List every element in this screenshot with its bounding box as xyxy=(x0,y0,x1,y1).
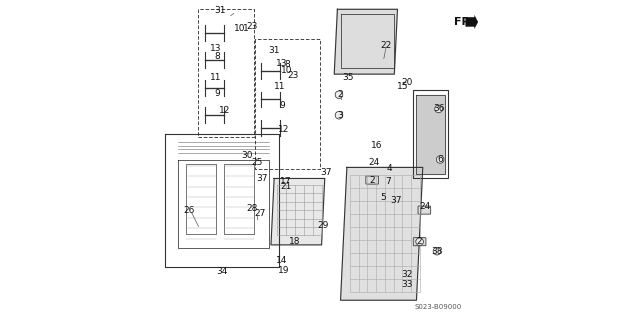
FancyArrow shape xyxy=(465,15,478,29)
Text: 21: 21 xyxy=(280,182,292,191)
Text: 9: 9 xyxy=(279,101,285,110)
Polygon shape xyxy=(271,178,324,245)
Bar xyxy=(186,164,216,234)
Text: 31: 31 xyxy=(268,46,280,55)
Text: 22: 22 xyxy=(381,41,392,50)
Text: 8: 8 xyxy=(214,52,220,61)
Text: 12: 12 xyxy=(220,106,231,115)
Circle shape xyxy=(435,105,442,113)
Text: 9: 9 xyxy=(214,89,220,98)
Circle shape xyxy=(335,111,343,119)
Text: 20: 20 xyxy=(401,78,413,86)
Text: 36: 36 xyxy=(433,104,444,113)
Text: 34: 34 xyxy=(216,267,228,276)
Text: 31: 31 xyxy=(214,6,226,15)
Text: 23: 23 xyxy=(246,22,258,31)
Text: 18: 18 xyxy=(289,237,300,246)
Text: 35: 35 xyxy=(342,73,354,82)
Text: 26: 26 xyxy=(183,206,195,215)
FancyBboxPatch shape xyxy=(366,176,378,184)
FancyBboxPatch shape xyxy=(418,206,431,214)
Text: 27: 27 xyxy=(254,209,266,218)
Text: 28: 28 xyxy=(246,204,258,213)
Text: FR.: FR. xyxy=(454,17,475,27)
Text: 6: 6 xyxy=(437,155,443,164)
Text: 2: 2 xyxy=(417,237,422,246)
Bar xyxy=(413,90,448,178)
Text: 16: 16 xyxy=(371,141,383,150)
Text: 8: 8 xyxy=(284,60,290,69)
Text: 3: 3 xyxy=(338,111,344,120)
Polygon shape xyxy=(334,9,397,74)
Circle shape xyxy=(335,91,343,99)
Text: 4: 4 xyxy=(387,165,392,174)
Text: 1: 1 xyxy=(243,24,248,33)
FancyBboxPatch shape xyxy=(413,238,426,246)
Text: S023-B09000: S023-B09000 xyxy=(415,304,462,309)
Text: 5: 5 xyxy=(380,193,386,202)
Polygon shape xyxy=(417,95,445,174)
Text: 30: 30 xyxy=(241,151,253,160)
Text: 33: 33 xyxy=(401,280,413,289)
Text: 2: 2 xyxy=(338,90,344,99)
Circle shape xyxy=(416,238,424,246)
Text: 32: 32 xyxy=(401,271,413,279)
Text: 19: 19 xyxy=(278,266,289,275)
Text: 7: 7 xyxy=(385,177,391,186)
Text: 37: 37 xyxy=(390,196,402,205)
Text: 11: 11 xyxy=(210,73,221,82)
Text: 10: 10 xyxy=(234,24,245,33)
Circle shape xyxy=(436,156,444,163)
Text: 29: 29 xyxy=(317,221,329,230)
Text: 12: 12 xyxy=(278,125,289,134)
Text: 15: 15 xyxy=(396,82,408,91)
Text: 37: 37 xyxy=(321,168,332,177)
Text: 17: 17 xyxy=(280,177,291,186)
Text: 23: 23 xyxy=(287,71,299,80)
Bar xyxy=(223,164,253,234)
Text: 10: 10 xyxy=(281,66,292,76)
Text: 37: 37 xyxy=(257,174,268,183)
Text: 38: 38 xyxy=(431,247,443,256)
Text: 24: 24 xyxy=(419,203,431,211)
Text: 14: 14 xyxy=(276,256,288,265)
Text: 24: 24 xyxy=(368,158,380,167)
Text: 13: 13 xyxy=(210,44,221,53)
Polygon shape xyxy=(340,167,423,300)
Text: 13: 13 xyxy=(276,59,287,68)
Text: 25: 25 xyxy=(251,158,262,167)
Text: 2: 2 xyxy=(369,175,375,185)
Circle shape xyxy=(433,248,441,255)
Text: 11: 11 xyxy=(274,82,285,91)
